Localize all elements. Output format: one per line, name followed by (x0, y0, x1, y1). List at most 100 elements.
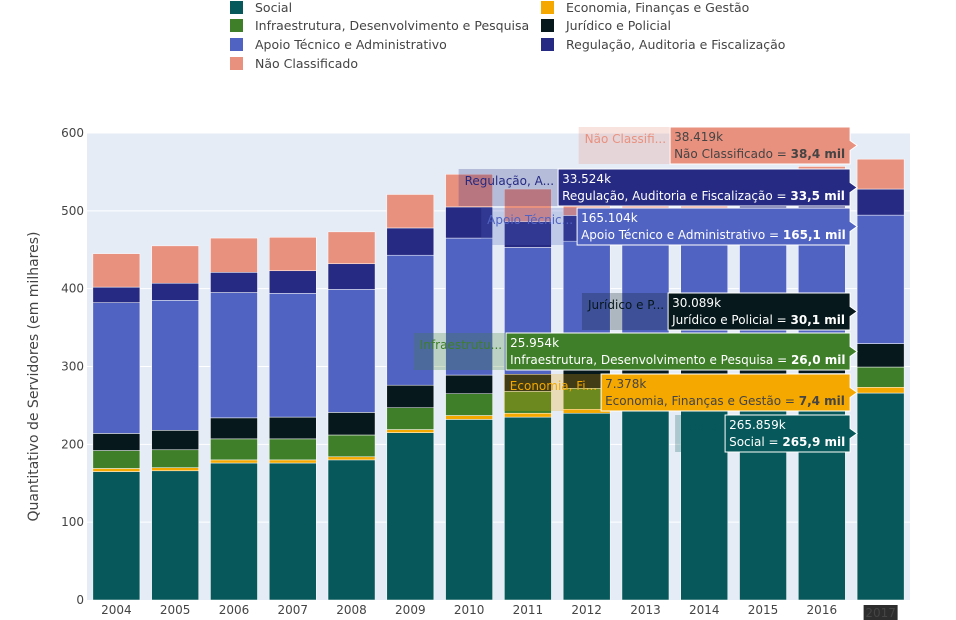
bar-2005-apoio-tecnico-e-administrativo[interactable] (151, 300, 199, 431)
bar-2006-juridico-e-policial[interactable] (210, 417, 258, 440)
hover-name-box (503, 374, 602, 411)
bar-2007-regulacao-auditoria-e-fiscalizacao[interactable] (268, 270, 317, 294)
bar-2006-nao-classificado[interactable] (210, 237, 258, 273)
legend-item-nao-classificado[interactable]: Não Classificado (230, 56, 358, 71)
bar-2009-nao-classificado[interactable] (386, 194, 435, 229)
bar-2017-juridico-e-policial[interactable] (856, 343, 905, 368)
bar-2007-juridico-e-policial[interactable] (268, 416, 317, 440)
bar-2011-social[interactable] (504, 416, 552, 601)
x-tick-label: 2005 (160, 603, 191, 617)
bar-2008-regulacao-auditoria-e-fiscalizacao[interactable] (327, 263, 376, 290)
bar-2009-infraestrutura-desenvolvimento-e-pesquisa[interactable] (386, 407, 435, 430)
bar-2010-economia-financas-e-gestao[interactable] (445, 415, 493, 420)
hover-series-name: Infraestrutu... (420, 338, 502, 352)
bar-2017-apoio-tecnico-e-administrativo[interactable] (856, 214, 905, 344)
bar-2006-infraestrutura-desenvolvimento-e-pesquisa[interactable] (210, 438, 258, 461)
bar-2009-regulacao-auditoria-e-fiscalizacao[interactable] (386, 227, 435, 256)
bar-2004-nao-classificado[interactable] (92, 253, 141, 288)
bar-2005-economia-financas-e-gestao[interactable] (151, 467, 199, 472)
bar-2004-apoio-tecnico-e-administrativo[interactable] (92, 302, 141, 434)
hover-detail-value: 30,1 mil (791, 313, 846, 327)
bar-2007-infraestrutura-desenvolvimento-e-pesquisa[interactable] (268, 438, 317, 461)
legend-item-infraestrutura-desenvolvimento-e-pesquisa[interactable]: Infraestrutura, Desenvolvimento e Pesqui… (230, 18, 529, 33)
x-tick-label: 2016 (807, 603, 838, 617)
bar-2011-regulacao-auditoria-e-fiscalizacao[interactable] (504, 221, 552, 248)
bar-2010-infraestrutura-desenvolvimento-e-pesquisa[interactable] (445, 393, 493, 416)
bar-2007-economia-financas-e-gestao[interactable] (268, 459, 317, 464)
x-tick-label: 2015 (748, 603, 779, 617)
bar-2004-regulacao-auditoria-e-fiscalizacao[interactable] (92, 286, 141, 303)
legend-label: Regulação, Auditoria e Fiscalização (566, 37, 786, 52)
hover-box (724, 414, 858, 453)
bar-2009-economia-financas-e-gestao[interactable] (386, 429, 435, 433)
hover-detail: Regulação, Auditoria e Fiscalização = 33… (562, 189, 845, 203)
bar-2006-regulacao-auditoria-e-fiscalizacao[interactable] (210, 272, 258, 293)
bar-2005-social[interactable] (151, 470, 199, 601)
bar-2008-apoio-tecnico-e-administrativo[interactable] (327, 289, 376, 413)
hover-detail-value: 7,4 mil (799, 394, 845, 408)
bar-2008-juridico-e-policial[interactable] (327, 412, 376, 436)
hover-detail-label: Apoio Técnico e Administrativo = (581, 228, 783, 242)
hover-detail: Apoio Técnico e Administrativo = 165,1 m… (581, 228, 846, 242)
legend-item-juridico-e-policial[interactable]: Jurídico e Policial (541, 18, 671, 33)
bar-2005-regulacao-auditoria-e-fiscalizacao[interactable] (151, 282, 199, 301)
hover-detail-value: 38,4 mil (791, 147, 846, 161)
x-tick-label: 2004 (101, 603, 132, 617)
bar-2007-nao-classificado[interactable] (268, 237, 317, 272)
x-tick-label: 2010 (454, 603, 485, 617)
bar-2006-economia-financas-e-gestao[interactable] (210, 459, 258, 464)
bar-2008-nao-classificado[interactable] (327, 231, 376, 265)
bar-2009-social[interactable] (386, 432, 435, 601)
legend-swatch (230, 38, 243, 51)
bar-2012-social[interactable] (562, 412, 611, 601)
hover-detail-value: 26,0 mil (791, 353, 846, 367)
legend-item-social[interactable]: Social (230, 0, 292, 15)
bar-2005-nao-classificado[interactable] (151, 245, 199, 284)
hover-label-economia-financas-e-gestao: Economia, Fi... 7.378k Economia, Finanças … (503, 373, 858, 412)
bar-2007-apoio-tecnico-e-administrativo[interactable] (268, 293, 317, 418)
legend-item-regulacao-auditoria-e-fiscalizacao[interactable]: Regulação, Auditoria e Fiscalização (541, 37, 785, 52)
bar-2005-infraestrutura-desenvolvimento-e-pesquisa[interactable] (151, 449, 199, 468)
hover-detail: Social = 265,9 mil (729, 435, 845, 449)
bar-2017-nao-classificado[interactable] (856, 158, 905, 190)
bar-2004-infraestrutura-desenvolvimento-e-pesquisa[interactable] (92, 450, 141, 469)
bar-2017-social[interactable] (856, 392, 905, 601)
bar-2008-economia-financas-e-gestao[interactable] (327, 456, 376, 461)
bar-2010-apoio-tecnico-e-administrativo[interactable] (445, 237, 493, 376)
x-hover-label: 2017 (865, 606, 896, 620)
hover-value: 30.089k (672, 296, 721, 310)
legend-item-apoio-tecnico-e-administrativo[interactable]: Apoio Técnico e Administrativo (230, 37, 447, 52)
bar-2009-juridico-e-policial[interactable] (386, 384, 435, 409)
bar-2010-juridico-e-policial[interactable] (445, 374, 493, 394)
hover-label-infraestrutura-desenvolvimento-e-pesquisa: Infraestrutu... 25.954k Infraestrutura, De… (413, 332, 858, 371)
bar-2004-economia-financas-e-gestao[interactable] (92, 468, 141, 472)
bar-2004-social[interactable] (92, 471, 141, 601)
hover-series-name: Não Classifi... (585, 132, 666, 146)
bar-2006-apoio-tecnico-e-administrativo[interactable] (210, 292, 258, 419)
bar-2008-social[interactable] (327, 459, 376, 601)
legend-item-economia-financas-e-gestao[interactable]: Economia, Finanças e Gestão (541, 0, 749, 15)
bar-2006-social[interactable] (210, 462, 258, 601)
bar-2009-apoio-tecnico-e-administrativo[interactable] (386, 254, 435, 386)
hover-series-name: Regulação, A... (465, 174, 554, 188)
bar-2010-nao-classificado[interactable] (445, 174, 493, 208)
bar-2010-social[interactable] (445, 419, 493, 601)
bar-2008-infraestrutura-desenvolvimento-e-pesquisa[interactable] (327, 434, 376, 458)
bar-2007-social[interactable] (268, 462, 317, 601)
bar-2017-regulacao-auditoria-e-fiscalizacao[interactable] (856, 188, 905, 216)
bar-2014-social[interactable] (680, 405, 729, 601)
bar-2005-juridico-e-policial[interactable] (151, 430, 199, 451)
bar-2011-nao-classificado[interactable] (504, 188, 552, 222)
bar-2004-juridico-e-policial[interactable] (92, 433, 141, 451)
y-tick-label: 200 (61, 437, 84, 451)
hover-name-box (481, 208, 578, 245)
hover-label-juridico-e-policial: Jurídico e P... 30.089k Jurídico e Policia… (581, 292, 858, 331)
bar-2011-economia-financas-e-gestao[interactable] (504, 412, 552, 418)
bar-2013-social[interactable] (621, 409, 670, 601)
bar-2017-economia-financas-e-gestao[interactable] (856, 387, 905, 394)
hover-series-name: Jurídico e P... (587, 298, 664, 312)
hover-box (600, 373, 858, 412)
bar-2017-infraestrutura-desenvolvimento-e-pesquisa[interactable] (856, 366, 905, 388)
hover-detail-label: Regulação, Auditoria e Fiscalização = (562, 189, 790, 203)
hover-box (667, 292, 858, 331)
